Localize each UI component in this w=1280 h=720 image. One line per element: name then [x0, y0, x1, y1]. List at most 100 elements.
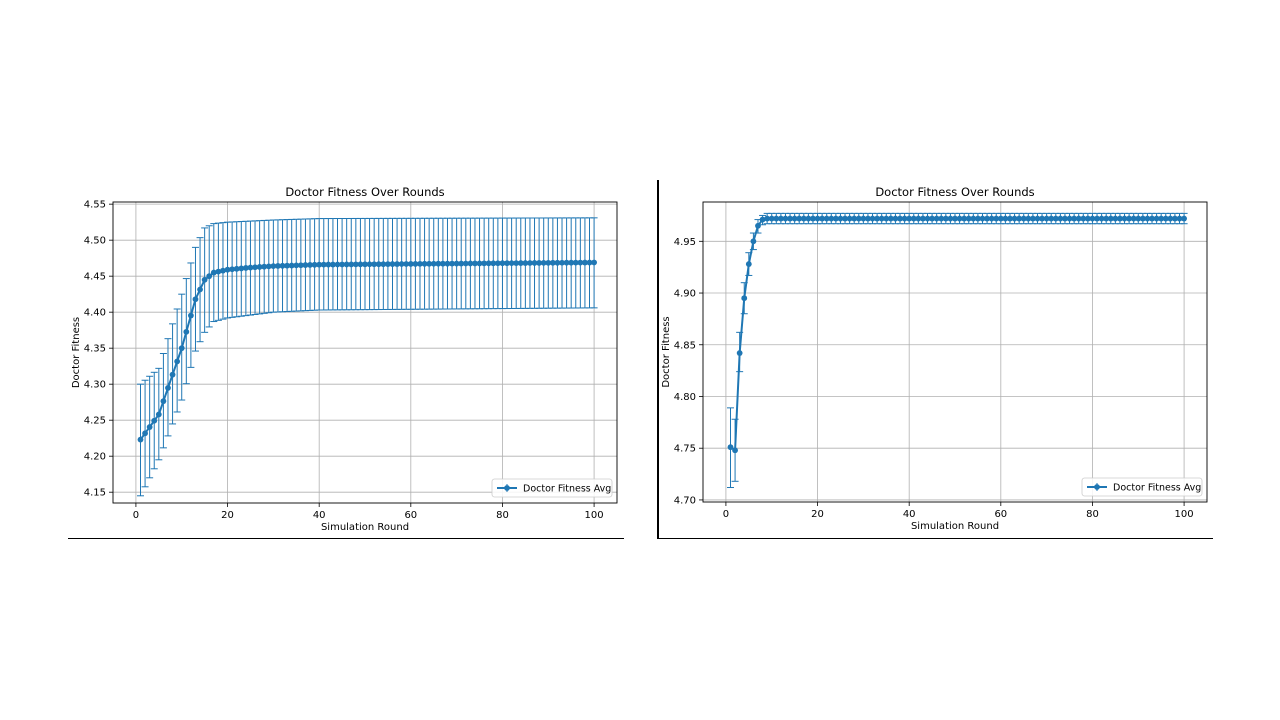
fitness-chart-left: 0 20 40 60 80 100 4.15 4.20 4.25 4.30 4.35 4.40 4.45…: [71, 185, 618, 533]
data-point: [284, 262, 291, 269]
data-point: [320, 261, 327, 268]
data-point: [1167, 215, 1174, 222]
data-point: [334, 261, 341, 268]
data-point: [787, 215, 793, 222]
data-point: [375, 261, 382, 268]
data-point: [458, 260, 465, 267]
data-point: [975, 215, 981, 222]
data-point: [1020, 215, 1027, 222]
data-point: [933, 215, 940, 222]
data-point: [435, 260, 442, 267]
data-point: [1130, 215, 1137, 222]
y-tick-label: 4.20: [84, 452, 106, 463]
data-point: [800, 215, 807, 222]
data-point: [755, 222, 761, 229]
data-point: [252, 264, 258, 271]
data-point: [403, 261, 410, 267]
data-point: [279, 262, 286, 269]
data-point: [846, 215, 853, 222]
data-point: [993, 215, 1000, 222]
data-point: [201, 276, 208, 283]
data-point: [887, 215, 894, 222]
data-point: [984, 215, 990, 222]
x-tick-label: 60: [994, 509, 1007, 520]
data-point: [407, 261, 414, 267]
data-point: [160, 398, 167, 405]
data-point: [233, 265, 240, 272]
data-point: [979, 215, 986, 222]
data-point: [256, 264, 263, 270]
data-point: [137, 436, 144, 443]
data-point: [485, 260, 492, 267]
data-point: [215, 268, 222, 275]
data-point: [453, 260, 460, 267]
data-point: [1139, 215, 1146, 222]
data-point: [183, 328, 190, 335]
data-point: [311, 261, 318, 268]
data-point: [568, 259, 575, 266]
chart-1-series-0-markers: [727, 215, 1187, 454]
data-point: [302, 262, 309, 268]
data-point: [398, 261, 405, 267]
x-axis-label: Simulation Round: [911, 521, 999, 532]
data-point: [389, 261, 396, 267]
data-point: [810, 215, 816, 222]
data-point: [823, 215, 830, 222]
data-point: [837, 215, 844, 222]
data-point: [1011, 215, 1018, 222]
data-point: [1034, 215, 1041, 222]
data-point: [371, 261, 378, 268]
data-point: [462, 260, 469, 267]
y-tick-label: 4.70: [674, 495, 696, 506]
data-point: [764, 215, 771, 222]
chart-panel-right: 0 20 40 60 80 100 4.70 4.75 4.80 4.85 4.90 4.95 Doct…: [657, 180, 1213, 540]
data-point: [1052, 215, 1059, 222]
data-point: [796, 215, 803, 222]
legend-label: Doctor Fitness Avg: [1113, 483, 1201, 494]
data-point: [591, 259, 597, 266]
data-point: [732, 447, 738, 454]
data-point: [1002, 215, 1009, 222]
data-point: [549, 259, 556, 266]
x-tick-label: 100: [585, 510, 604, 521]
data-point: [449, 260, 455, 267]
data-point: [481, 260, 488, 267]
data-point: [352, 261, 359, 268]
data-point: [1089, 215, 1096, 222]
data-point: [238, 265, 245, 272]
data-point: [1029, 215, 1036, 222]
data-point: [920, 215, 926, 222]
legend-box: [1081, 477, 1203, 497]
data-point: [924, 215, 931, 222]
data-point: [504, 260, 510, 267]
y-tick-label: 4.75: [674, 444, 696, 455]
data-point: [563, 259, 570, 266]
data-point: [1094, 215, 1100, 222]
data-point: [952, 215, 958, 222]
data-point: [426, 260, 433, 267]
data-point: [174, 358, 181, 365]
data-point: [169, 371, 176, 378]
x-tick-label: 80: [496, 510, 509, 521]
x-tick-label: 20: [221, 510, 234, 521]
data-point: [1107, 215, 1114, 222]
data-point: [307, 262, 313, 268]
data-point: [865, 215, 871, 222]
y-tick-label: 4.90: [674, 289, 696, 300]
data-point: [988, 215, 995, 222]
data-point: [1117, 215, 1123, 222]
data-point: [929, 215, 935, 222]
data-point: [828, 215, 835, 222]
data-point: [385, 261, 391, 268]
legend-box: [491, 478, 613, 498]
data-point: [1066, 215, 1073, 222]
data-point: [878, 215, 885, 222]
data-point: [897, 215, 903, 222]
data-point: [572, 259, 579, 266]
data-point: [741, 295, 748, 302]
chart-1-series-0-line: [729, 217, 1185, 453]
data-point: [750, 238, 757, 245]
data-point: [1149, 215, 1155, 222]
chart-0-series-0-markers: [137, 259, 597, 443]
data-point: [325, 261, 332, 268]
